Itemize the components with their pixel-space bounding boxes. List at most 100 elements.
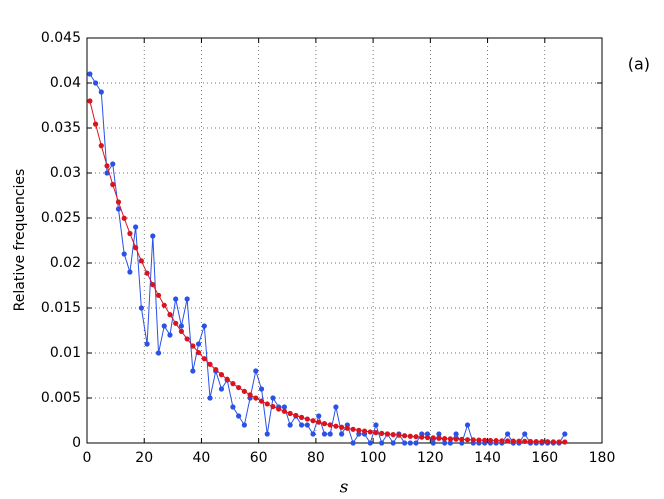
data-point: [379, 440, 385, 446]
data-point: [424, 434, 431, 441]
data-point: [155, 292, 162, 298]
data-point: [298, 414, 305, 420]
data-point: [453, 431, 459, 437]
data-point: [499, 438, 505, 444]
data-point: [218, 386, 225, 392]
data-point: [270, 403, 276, 410]
y-tick-label: 0.03: [50, 165, 81, 181]
data-point: [550, 439, 556, 445]
annotation: (a): [628, 55, 650, 74]
data-point: [367, 440, 373, 446]
data-point: [321, 421, 328, 427]
data-point: [304, 416, 310, 422]
data-point: [447, 440, 453, 446]
data-point: [258, 398, 265, 404]
data-point: [436, 431, 442, 437]
data-point: [390, 440, 396, 446]
data-point: [407, 433, 413, 439]
y-tick-label: 0.025: [41, 210, 81, 226]
data-point: [339, 431, 345, 437]
data-point: [264, 431, 270, 437]
data-point: [110, 181, 116, 188]
y-tick-label: 0.01: [50, 345, 81, 361]
data-point: [436, 435, 442, 441]
data-point: [356, 431, 362, 437]
data-point: [413, 440, 419, 446]
data-point: [213, 367, 219, 373]
data-point: [98, 89, 104, 95]
data-point: [442, 440, 448, 446]
data-point: [333, 404, 339, 410]
data-point: [316, 419, 322, 425]
data-point: [230, 404, 236, 410]
data-point: [281, 408, 288, 414]
y-axis-label: Relative frequencies: [12, 169, 28, 312]
data-point: [361, 428, 368, 434]
data-point: [115, 206, 122, 212]
data-point: [207, 395, 213, 401]
data-point: [316, 413, 322, 419]
data-point: [533, 438, 539, 445]
plot-area: [87, 38, 602, 443]
data-point: [333, 423, 339, 429]
data-point: [419, 434, 425, 440]
data-point: [236, 384, 242, 391]
data-point: [562, 439, 568, 445]
data-point: [276, 406, 282, 412]
data-point: [504, 438, 511, 444]
data-point: [144, 270, 150, 276]
y-tick-label: 0.02: [50, 255, 81, 271]
data-point: [241, 388, 247, 394]
data-point: [464, 422, 471, 428]
data-point: [155, 350, 162, 356]
data-point: [224, 376, 230, 382]
data-point: [545, 439, 551, 445]
data-point: [339, 424, 345, 430]
data-point: [396, 432, 402, 438]
data-point: [241, 422, 247, 428]
x-tick-label: 80: [307, 450, 325, 466]
data-point: [195, 341, 202, 347]
data-point: [167, 332, 173, 338]
data-point: [430, 440, 436, 446]
data-point: [430, 435, 436, 441]
data-point: [522, 431, 528, 437]
data-point: [442, 435, 448, 442]
data-point: [258, 386, 265, 392]
data-point: [161, 323, 167, 329]
data-point: [516, 438, 522, 444]
data-point: [92, 121, 99, 127]
data-point: [476, 437, 482, 443]
data-point: [373, 422, 379, 428]
y-tick-label: 0.04: [50, 75, 81, 91]
x-tick-label: 100: [360, 450, 387, 466]
x-tick-label: 160: [531, 450, 558, 466]
data-point: [470, 437, 476, 443]
data-point: [310, 418, 316, 424]
y-tick-label: 0.035: [41, 120, 81, 136]
data-point: [167, 312, 173, 318]
data-point: [373, 430, 379, 436]
x-tick-label: 120: [417, 450, 444, 466]
data-point: [138, 305, 144, 311]
data-point: [184, 296, 190, 302]
data-point: [350, 426, 356, 432]
data-point: [87, 71, 93, 77]
data-point: [327, 422, 333, 428]
data-point: [493, 438, 499, 444]
data-point: [327, 431, 333, 437]
data-point: [401, 433, 408, 439]
data-point: [459, 440, 465, 446]
x-tick-label: 40: [193, 450, 211, 466]
y-tick-label: 0: [72, 435, 81, 451]
data-point: [173, 320, 179, 326]
y-tick-label: 0.045: [41, 30, 81, 46]
data-point: [87, 98, 93, 104]
data-point: [184, 336, 190, 342]
data-point: [150, 233, 156, 239]
data-point: [264, 401, 270, 407]
data-point: [121, 251, 127, 257]
data-point: [253, 368, 259, 374]
data-point: [281, 404, 288, 410]
data-point: [110, 161, 116, 167]
